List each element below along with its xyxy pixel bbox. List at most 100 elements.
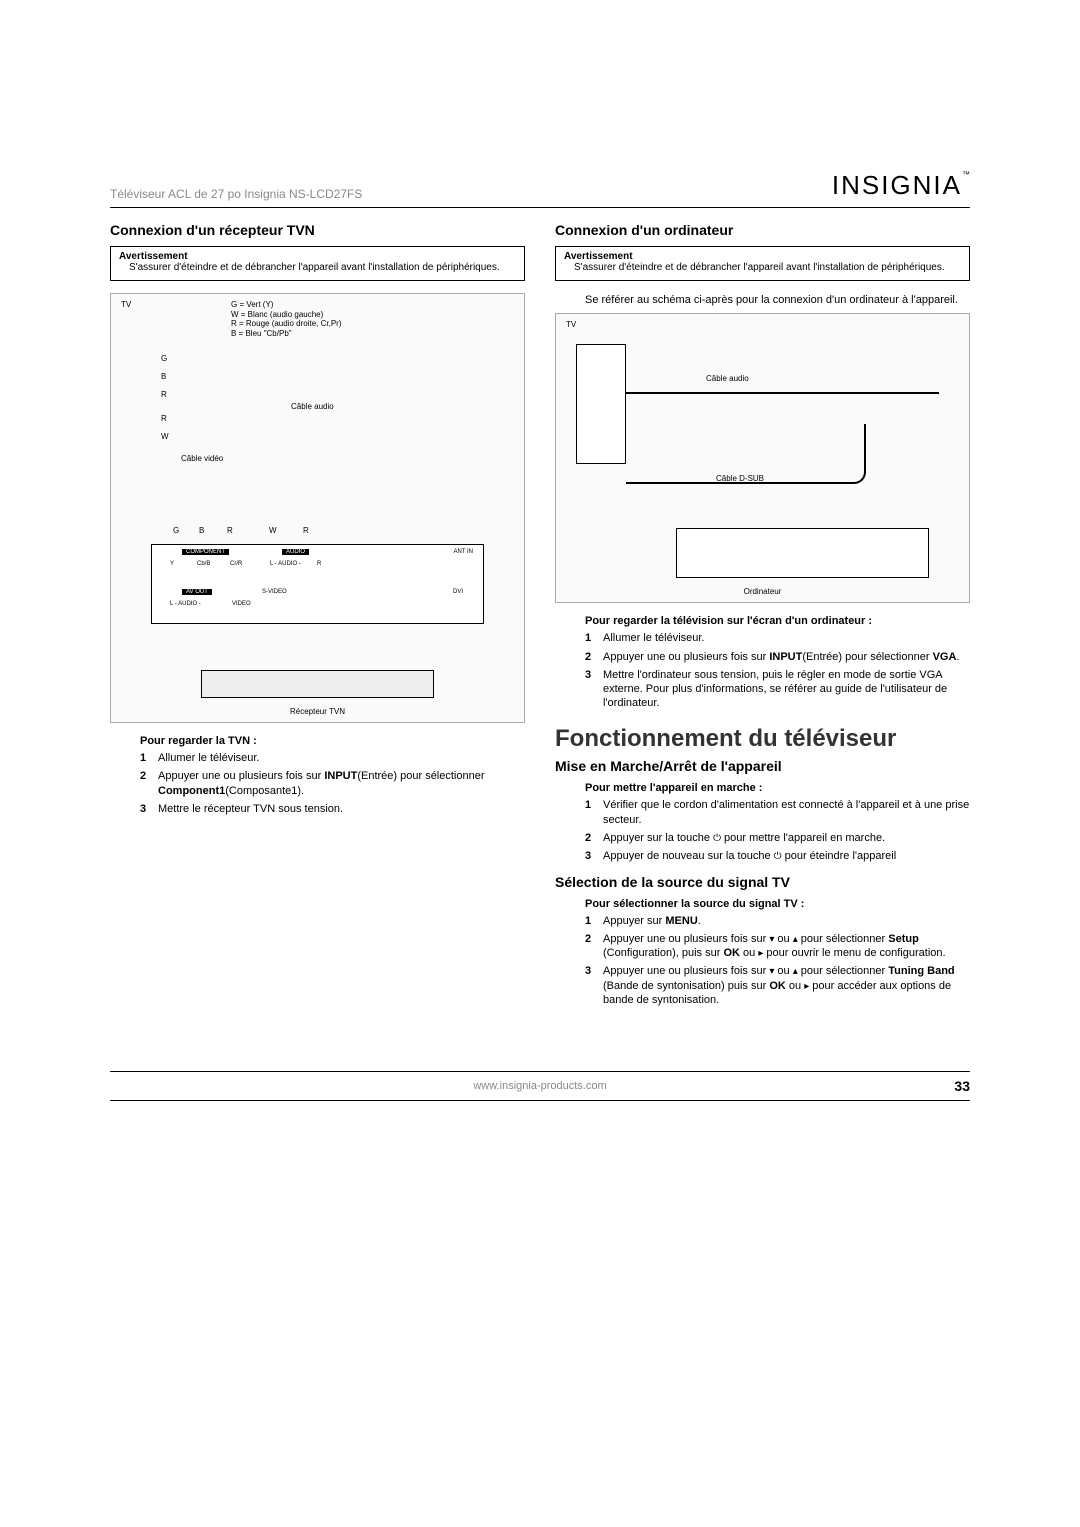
step-text: Mettre le récepteur TVN sous tension. [158,802,525,816]
page-footer: www.insignia-products.com 33 [110,1071,970,1101]
triangle-up-icon [793,933,798,945]
step-item: 2Appuyer sur la touche pour mettre l'app… [585,831,970,845]
step-number: 3 [585,849,603,863]
panel-label: DVI [453,589,463,595]
left-warning-label: Avertissement [119,251,516,262]
header-product-text: Téléviseur ACL de 27 po Insignia NS-LCD2… [110,187,362,201]
step-number: 2 [585,831,603,845]
sub1-steps-list: 1Vérifier que le cordon d'alimentation e… [585,798,970,863]
step-text: Allumer le téléviseur. [158,751,525,765]
step-item: 1Allumer le téléviseur. [140,751,525,765]
panel-label: VIDEO [232,601,251,607]
step-item: 1Vérifier que le cordon d'alimentation e… [585,798,970,827]
right-warning-label: Avertissement [564,251,961,262]
back-panel: COMPONENT AUDIO ANT IN Y Cb/B Cr/R L - A… [151,544,484,624]
step-text: Appuyer une ou plusieurs fois sur ou pou… [603,964,970,1007]
left-warning-box: Avertissement S'assurer d'éteindre et de… [110,246,525,281]
cable-curve [626,424,866,484]
port-label: G [173,526,179,535]
left-steps-list: 1Allumer le téléviseur.2Appuyer une ou p… [140,751,525,816]
right-warning-box: Avertissement S'assurer d'éteindre et de… [555,246,970,281]
legend-line: R = Rouge (audio droite, Cr,Pr) [231,319,342,329]
step-text: Vérifier que le cordon d'alimentation es… [603,798,970,827]
receiver-label: Récepteur TVN [111,707,524,716]
step-item: 1Appuyer sur MENU. [585,914,970,928]
sub2-title: Sélection de la source du signal TV [555,874,970,890]
step-item: 3Mettre l'ordinateur sous tension, puis … [585,668,970,711]
sub1-title: Mise en Marche/Arrêt de l'appareil [555,758,970,774]
panel-label: Cr/R [230,561,242,567]
triangle-down-icon [769,933,774,945]
triangle-down-icon [769,965,774,977]
tv-side-panel [576,344,626,464]
port-label: B [199,526,204,535]
step-item: 3Mettre le récepteur TVN sous tension. [140,802,525,816]
content-columns: Connexion d'un récepteur TVN Avertisseme… [110,222,970,1011]
port-label: R [303,526,309,535]
port-label: G [161,354,167,363]
left-connection-diagram: TV G = Vert (Y) W = Blanc (audio gauche)… [110,293,525,723]
right-connection-diagram: TV Câble audio Câble D-SUB Ordinateur [555,313,970,603]
step-number: 2 [585,650,603,664]
cable-label: Câble audio [706,374,749,383]
brand-logo: INSIGNIA™ [832,170,970,201]
main-heading: Fonctionnement du téléviseur [555,725,970,753]
step-number: 2 [140,769,158,798]
step-text: Appuyer une ou plusieurs fois sur INPUT(… [603,650,970,664]
panel-label: COMPONENT [182,549,229,555]
port-label: R [161,390,167,399]
panel-label: S-VIDEO [262,589,287,595]
page-header: Téléviseur ACL de 27 po Insignia NS-LCD2… [110,170,970,208]
step-number: 3 [140,802,158,816]
brand-logo-text: INSIGNIA [832,170,962,200]
panel-label: Y [170,561,174,567]
step-item: 1Allumer le téléviseur. [585,631,970,645]
cable-label: Câble audio [291,402,334,411]
sub2-steps-list: 1Appuyer sur MENU.2Appuyer une ou plusie… [585,914,970,1008]
panel-label: R [317,561,321,567]
cable-label: Câble vidéo [181,454,223,463]
right-warning-text: S'assurer d'éteindre et de débrancher l'… [564,262,961,274]
step-number: 1 [585,798,603,827]
triangle-up-icon [793,965,798,977]
step-text: Appuyer sur la touche pour mettre l'appa… [603,831,970,845]
sub2-instructions-title: Pour sélectionner la source du signal TV… [585,898,970,910]
step-number: 3 [585,964,603,1007]
right-instructions-title: Pour regarder la télévision sur l'écran … [585,615,970,627]
step-number: 2 [585,932,603,961]
port-label: B [161,372,166,381]
step-number: 1 [585,914,603,928]
triangle-right-icon [804,980,809,992]
computer-label: Ordinateur [556,587,969,596]
step-item: 2Appuyer une ou plusieurs fois sur INPUT… [585,650,970,664]
port-label: R [161,414,167,423]
step-item: 2Appuyer une ou plusieurs fois sur INPUT… [140,769,525,798]
trademark-icon: ™ [962,170,970,179]
sub1-instructions-title: Pour mettre l'appareil en marche : [585,782,970,794]
left-instructions-title: Pour regarder la TVN : [140,735,525,747]
left-warning-text: S'assurer d'éteindre et de débrancher l'… [119,262,516,274]
legend-line: B = Bleu "Cb/Pb" [231,329,342,339]
right-column: Connexion d'un ordinateur Avertissement … [555,222,970,1011]
step-item: 3Appuyer une ou plusieurs fois sur ou po… [585,964,970,1007]
right-intro-text: Se référer au schéma ci-après pour la co… [585,293,970,307]
step-number: 1 [140,751,158,765]
panel-label: Cb/B [197,561,210,567]
step-text: Mettre l'ordinateur sous tension, puis l… [603,668,970,711]
left-section-title: Connexion d'un récepteur TVN [110,222,525,238]
step-text: Appuyer une ou plusieurs fois sur INPUT(… [158,769,525,798]
step-text: Appuyer de nouveau sur la touche pour ét… [603,849,970,863]
port-label: W [269,526,277,535]
legend-line: G = Vert (Y) [231,300,342,310]
diagram-label-tv: TV [566,320,576,329]
step-text: Allumer le téléviseur. [603,631,970,645]
step-text: Appuyer sur MENU. [603,914,970,928]
step-text: Appuyer une ou plusieurs fois sur ou pou… [603,932,970,961]
page-number: 33 [954,1078,970,1094]
computer-box [676,528,929,578]
diagram-legend: G = Vert (Y) W = Blanc (audio gauche) R … [231,300,342,338]
left-column: Connexion d'un récepteur TVN Avertisseme… [110,222,525,1011]
diagram-label-tv: TV [121,300,131,309]
panel-label: AUDIO [282,549,309,555]
port-label: R [227,526,233,535]
